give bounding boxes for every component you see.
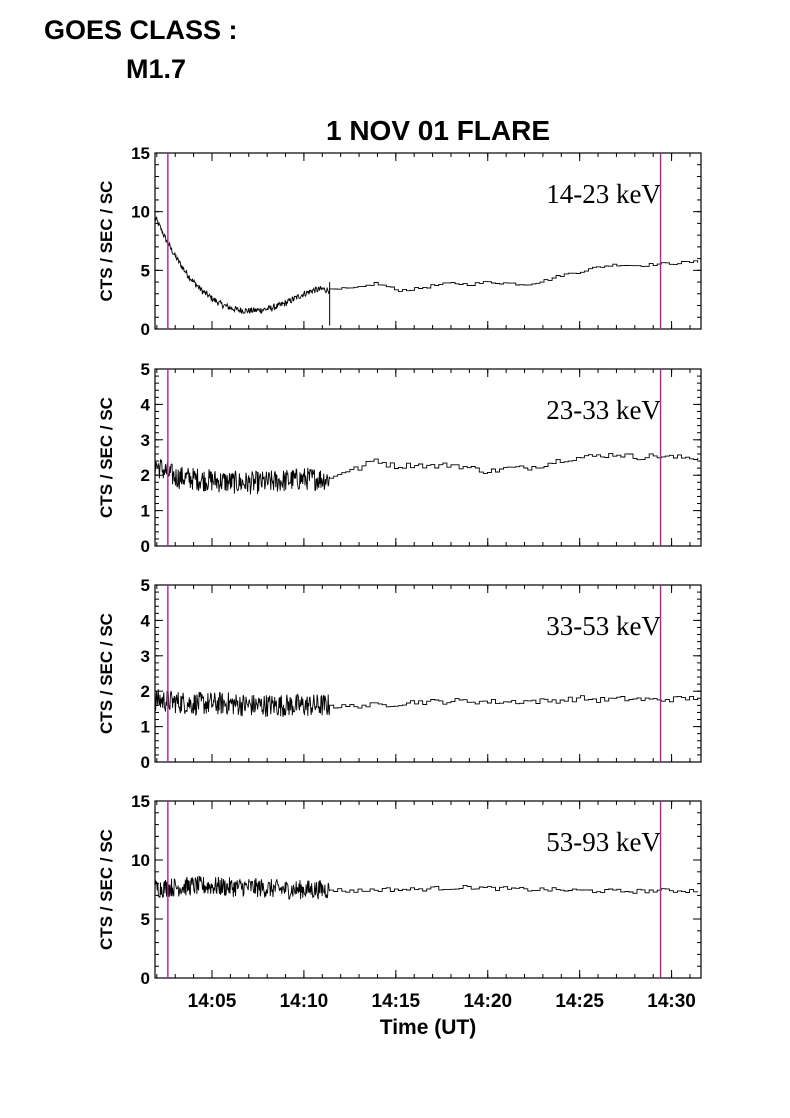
y-tick-label: 2 xyxy=(141,466,150,485)
y-tick-label: 3 xyxy=(141,647,150,666)
x-tick-label: 14:20 xyxy=(463,991,512,1012)
y-tick-label: 1 xyxy=(141,718,150,737)
x-axis-label: Time (UT) xyxy=(380,1016,476,1039)
y-axis-label: CTS / SEC / SC xyxy=(97,829,116,950)
plot-frame xyxy=(154,800,702,979)
count-rate-series xyxy=(154,875,699,900)
panel-3: 0 1 2 3 4 5 CTS / SEC / SC 33-53 keV xyxy=(97,576,702,772)
y-tick-label: 0 xyxy=(141,753,150,772)
y-tick-label: 5 xyxy=(141,910,150,929)
panel-4: 0 5 10 15 CTS / SEC / SC 53-93 keV 14:05 14:10 1… xyxy=(97,792,702,1012)
energy-band-label: 33-53 keV xyxy=(546,611,661,641)
energy-band-label: 53-93 keV xyxy=(546,827,661,857)
y-axis-label: CTS / SEC / SC xyxy=(97,397,116,518)
count-rate-series xyxy=(154,452,699,495)
panel-2: 0 1 2 3 4 5 CTS / SEC / SC 23-33 keV xyxy=(97,360,702,556)
y-tick-label: 15 xyxy=(131,144,150,163)
y-tick-label: 4 xyxy=(141,611,151,630)
x-tick-label: 14:15 xyxy=(372,991,421,1012)
energy-band-label: 23-33 keV xyxy=(546,395,661,425)
count-rate-series xyxy=(154,215,699,315)
y-tick-label: 10 xyxy=(131,203,150,222)
y-tick-label: 10 xyxy=(131,851,150,870)
y-tick-label: 5 xyxy=(141,261,150,280)
y-tick-label: 0 xyxy=(141,320,150,339)
y-tick-label: 5 xyxy=(141,576,150,595)
y-tick-label: 2 xyxy=(141,682,150,701)
y-tick-label: 3 xyxy=(141,431,150,450)
chart-title: 1 NOV 01 FLARE xyxy=(326,115,550,146)
y-tick-label: 4 xyxy=(141,395,151,414)
goes-class-label: GOES CLASS : xyxy=(44,15,238,45)
energy-band-label: 14-23 keV xyxy=(546,179,661,209)
x-tick-label: 14:30 xyxy=(647,991,696,1012)
panel-1: 0 5 10 15 CTS / SEC / SC 14-23 keV xyxy=(97,144,702,339)
y-tick-label: 15 xyxy=(131,792,150,811)
plot-frame xyxy=(154,584,702,763)
y-tick-label: 5 xyxy=(141,360,150,379)
x-tick-label: 14:25 xyxy=(555,991,604,1012)
x-tick-label: 14:05 xyxy=(188,991,237,1012)
y-tick-label: 0 xyxy=(141,969,150,988)
plot-frame xyxy=(154,152,702,330)
plot-frame xyxy=(154,368,702,547)
y-tick-label: 0 xyxy=(141,537,150,556)
y-tick-label: 1 xyxy=(141,502,150,521)
y-axis-label: CTS / SEC / SC xyxy=(97,613,116,734)
y-axis-label: CTS / SEC / SC xyxy=(97,181,116,302)
count-rate-series xyxy=(154,689,699,718)
goes-class-value: M1.7 xyxy=(126,54,186,84)
x-tick-label: 14:10 xyxy=(280,991,329,1012)
